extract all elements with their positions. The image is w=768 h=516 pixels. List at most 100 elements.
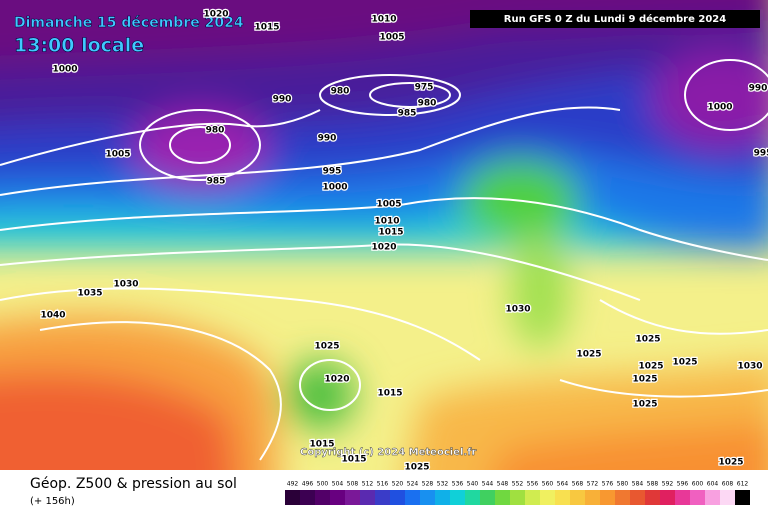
scale-label: 604 [707, 481, 719, 488]
isobar-label: 1030 [737, 362, 762, 372]
scale-swatch [570, 490, 585, 505]
isobar-label: 1015 [341, 455, 366, 465]
isobar-label: 1025 [638, 362, 663, 372]
scale-swatch [525, 490, 540, 505]
isobar-label: 980 [331, 87, 350, 97]
isobar-label: 985 [398, 109, 417, 119]
scale-swatch [495, 490, 510, 505]
isobar-label: 1020 [203, 10, 228, 20]
isobar-label: 1025 [632, 375, 657, 385]
scale-label: 496 [302, 481, 314, 488]
scale-label: 572 [587, 481, 599, 488]
scale-label: 552 [512, 481, 524, 488]
isobar-label: 995 [323, 167, 342, 177]
scale-label: 584 [632, 481, 644, 488]
footer-title: Géop. Z500 & pression au sol [30, 476, 237, 492]
scale-swatch [720, 490, 735, 505]
scale-label: 536 [452, 481, 464, 488]
isobar-label: 1000 [707, 103, 732, 113]
lead-time: (+ 156h) [30, 496, 75, 507]
isobar-label: 975 [415, 83, 434, 93]
isobar-label: 1005 [105, 150, 130, 160]
scale-label: 544 [482, 481, 494, 488]
scale-label: 612 [737, 481, 749, 488]
scale-label: 596 [677, 481, 689, 488]
scale-swatch [375, 490, 390, 505]
isobar-label: 990 [318, 134, 337, 144]
scale-swatch [615, 490, 630, 505]
run-info: Run GFS 0 Z du Lundi 9 décembre 2024 [504, 13, 726, 25]
scale-label: 600 [692, 481, 704, 488]
copyright: Copyright (c) 2024 Meteociel.fr [300, 447, 477, 458]
isobar-label: 1025 [632, 400, 657, 410]
isobar-label: 1005 [379, 33, 404, 43]
isobar-label: 1025 [576, 350, 601, 360]
scale-swatch [630, 490, 645, 505]
scale-swatch [660, 490, 675, 505]
isobar-label: 1015 [254, 23, 279, 33]
scale-swatch [735, 490, 750, 505]
scale-label: 504 [332, 481, 344, 488]
isobar-lines [0, 59, 768, 461]
date-title: Dimanche 15 décembre 2024 [14, 15, 244, 31]
scale-swatch [450, 490, 465, 505]
isobar-label: 1010 [371, 15, 396, 25]
isobar-label: 985 [207, 177, 226, 187]
scale-swatch [390, 490, 405, 505]
isobar-label: 1030 [113, 280, 138, 290]
scale-swatch [345, 490, 360, 505]
scale-swatch [705, 490, 720, 505]
isobar-label: 1000 [322, 183, 347, 193]
scale-label: 568 [572, 481, 584, 488]
scale-label: 532 [437, 481, 449, 488]
scale-swatch [540, 490, 555, 505]
scale-swatch [420, 490, 435, 505]
isobar-label: 1000 [52, 65, 77, 75]
scale-label: 540 [467, 481, 479, 488]
scale-label: 608 [722, 481, 734, 488]
isobar-label: 1015 [309, 440, 334, 450]
scale-swatch [315, 490, 330, 505]
scale-swatch [360, 490, 375, 505]
scale-swatch [600, 490, 615, 505]
scale-label: 492 [287, 481, 299, 488]
scale-label: 556 [527, 481, 539, 488]
time-title: 13:00 locale [14, 35, 144, 57]
scale-swatch [690, 490, 705, 505]
scale-swatch [585, 490, 600, 505]
scale-swatch [285, 490, 300, 505]
isobar-label: 1025 [314, 342, 339, 352]
scale-swatch [435, 490, 450, 505]
isobar-label: 1020 [371, 243, 396, 253]
scale-label: 508 [347, 481, 359, 488]
scale-swatch [300, 490, 315, 505]
isobar-label: 990 [749, 84, 768, 94]
scale-swatch [675, 490, 690, 505]
isobar-label: 1010 [374, 217, 399, 227]
scale-label: 588 [647, 481, 659, 488]
scale-label: 564 [557, 481, 569, 488]
isobar-label: 995 [754, 149, 768, 159]
color-scale: 492 496 500 504 508 512 516 520 524 528 532 536 540 5… [285, 481, 750, 505]
scale-swatch [330, 490, 345, 505]
scale-swatch [465, 490, 480, 505]
scale-label: 524 [407, 481, 419, 488]
scale-label: 512 [362, 481, 374, 488]
scale-label: 560 [542, 481, 554, 488]
scale-swatch [510, 490, 525, 505]
isobar-label: 1025 [404, 463, 429, 473]
scale-label: 548 [497, 481, 509, 488]
isobar-label: 1015 [378, 228, 403, 238]
scale-swatch [555, 490, 570, 505]
isobar-label: 1035 [77, 289, 102, 299]
isobar-label: 1020 [324, 375, 349, 385]
isobar-label: 1025 [635, 335, 660, 345]
isobar-label: 1005 [376, 200, 401, 210]
isobar-label: 1015 [377, 389, 402, 399]
isobar-label: 1025 [672, 358, 697, 368]
isobar-label: 990 [273, 95, 292, 105]
scale-label: 528 [422, 481, 434, 488]
